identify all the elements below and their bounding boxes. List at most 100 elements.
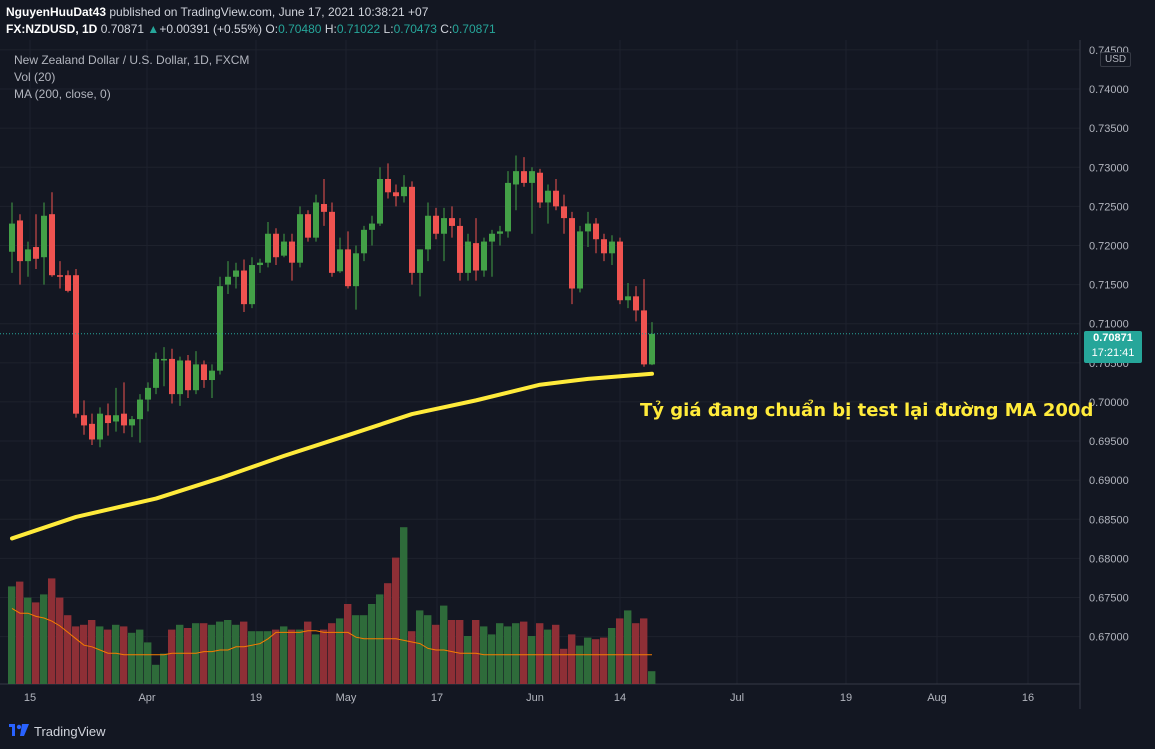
volume-bar [560,648,568,684]
candle-body [129,419,135,426]
volume-bar [272,629,280,684]
header: NguyenHuuDat43 published on TradingView.… [0,0,1155,40]
annotation-text: Tỷ giá đang chuẩn bị test lại đường MA 2… [640,400,1094,421]
candle-body [505,182,511,232]
volume-bar [464,636,472,684]
low-value: 0.70473 [393,22,437,36]
time-tick-label: 17 [431,692,443,704]
volume-bar [248,631,256,684]
candle-body [273,233,279,258]
candle-body [449,218,455,226]
candle-body [417,249,423,273]
candle-body [561,206,567,219]
volume-bar [208,624,216,684]
time-tick-label: 16 [1022,692,1034,704]
symbol-label: FX:NZDUSD, 1D [6,22,98,36]
candle-body [497,231,503,234]
candles[interactable] [9,155,655,448]
candle-body [393,192,399,197]
ma200-line [10,371,654,541]
candle-body [73,275,79,414]
volume-bar [16,581,24,684]
tradingview-brand[interactable]: TradingView [34,724,106,739]
candle-body [113,415,119,422]
open-value: 0.70480 [278,22,322,36]
volume-bar [152,664,160,684]
volume-bar [648,671,656,684]
candle-body [329,211,335,273]
volume-bar [368,604,376,684]
candle-body [649,333,655,365]
candle-body [521,171,527,183]
volume-bar [296,629,304,684]
price-tick-label: 0.74000 [1089,84,1129,96]
volume-bar [416,610,424,684]
volume-bar [616,618,624,684]
volume-bar [96,626,104,684]
volume-bar [232,624,240,684]
candle-body [33,247,39,259]
volume-bar [112,624,120,684]
currency-badge[interactable]: USD [1100,52,1132,67]
candle-body [529,171,535,183]
volume-bar [72,626,80,684]
candle-body [473,243,479,271]
volume-bar [608,628,616,684]
candle-body [361,229,367,254]
candle-body [209,370,215,381]
volume-bar [56,597,64,684]
volume-bar [640,618,648,684]
volume-bar [104,629,112,684]
volume-bar [24,597,32,684]
candle-body [201,364,207,381]
volume-bar [128,632,136,684]
candle-body [41,215,47,258]
candle-body [385,178,391,193]
last-price: 0.70871 [100,22,145,36]
time-tick-label: 15 [24,692,36,704]
volume-bar [336,618,344,684]
candle-body [609,241,615,254]
volume-bar [352,615,360,684]
volume-bar [512,623,520,684]
author[interactable]: NguyenHuuDat43 [6,5,107,19]
volume-bar [64,615,72,684]
time-axis[interactable]: 15 Apr 19 May 17 Jun 14 Jul 19 Aug 16 [24,692,1034,704]
volume-bar [408,631,416,684]
volume-bar [256,631,264,684]
tradingview-logo-icon[interactable] [8,723,30,737]
close-label: C: [440,22,453,36]
candle-body [601,239,607,254]
candle-body [9,223,15,252]
time-tick-label: Jun [526,692,544,704]
current-price-badge: 0.70871 17:21:41 [1084,331,1142,363]
candle-body [425,215,431,250]
volume-bar [536,623,544,684]
time-tick-label: Apr [138,692,155,704]
low-label: L: [383,22,394,36]
volume-bar [320,629,328,684]
volume-bar [312,634,320,684]
time-tick-label: 19 [250,692,262,704]
volume-ma-line [11,607,652,656]
volume-bar [400,527,408,684]
price-tick-label: 0.68500 [1089,514,1129,526]
change-value: +0.00391 (+0.55%) [159,22,263,36]
candle-body [457,225,463,273]
legend-title[interactable]: New Zealand Dollar / U.S. Dollar, 1D, FX… [14,53,250,67]
volume-bar [496,623,504,684]
candle-body [305,214,311,238]
candle-body [105,415,111,424]
candle-body [433,215,439,234]
legend-ma[interactable]: MA (200, close, 0) [14,87,111,101]
volume-bar [160,653,168,684]
volume-bar [328,623,336,684]
candle-body [441,218,447,234]
candle-body [569,218,575,289]
volume-bar [88,620,96,684]
ohlc-line: FX:NZDUSD, 1D 0.70871 ▲+0.00391 (+0.55%)… [6,22,496,36]
price-tick-label: 0.71500 [1089,280,1129,292]
time-tick-label: 14 [614,692,626,704]
legend-volume[interactable]: Vol (20) [14,70,56,84]
